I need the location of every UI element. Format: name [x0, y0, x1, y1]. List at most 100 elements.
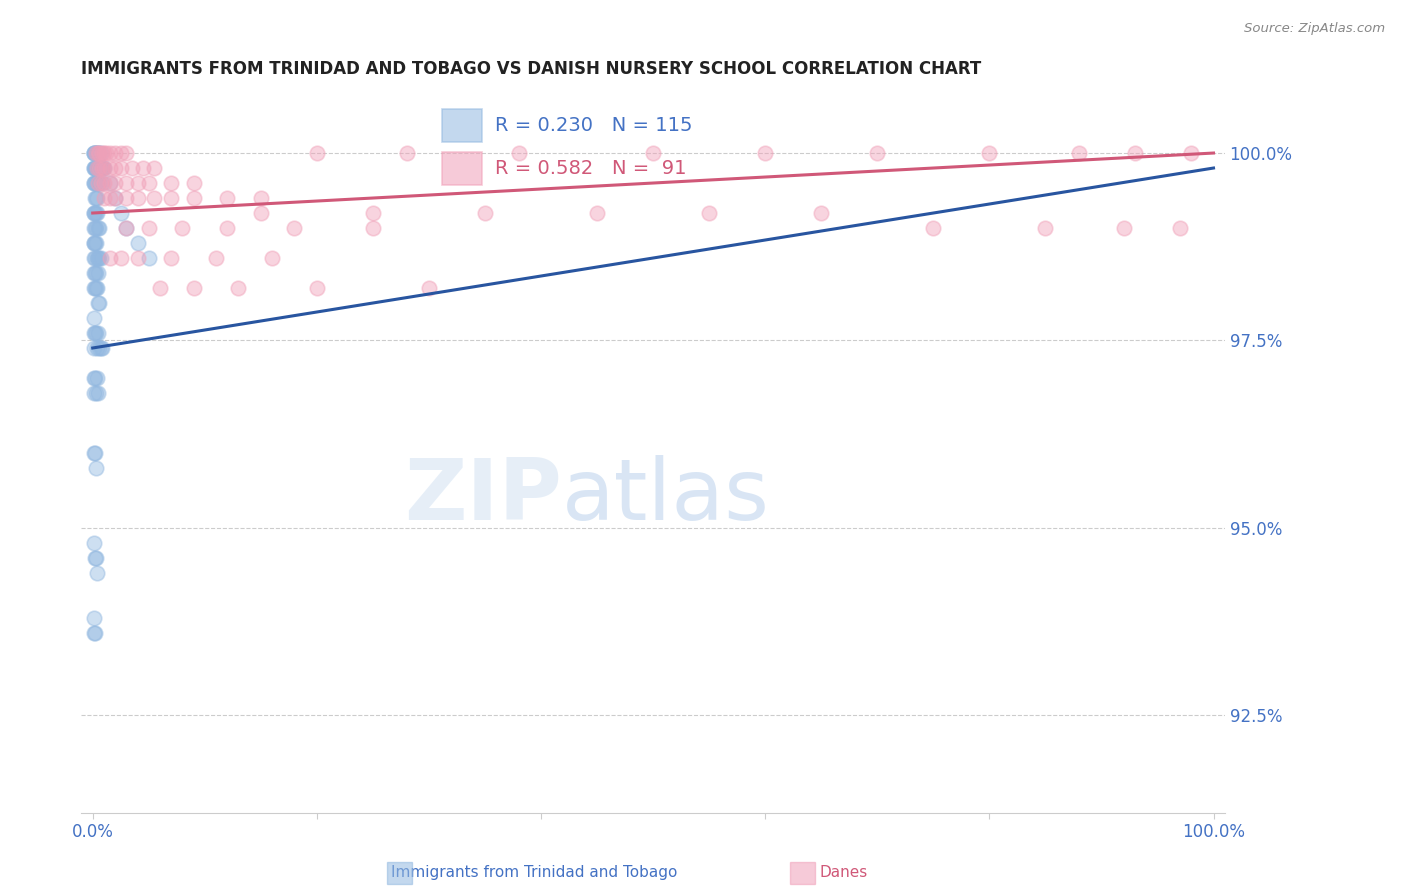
Point — [89, 176, 111, 190]
Point — [84, 191, 107, 205]
Text: ZIP: ZIP — [404, 455, 561, 538]
Point — [83, 326, 105, 340]
Point — [217, 191, 239, 205]
Point — [83, 446, 105, 460]
Point — [98, 146, 121, 161]
Point — [86, 161, 108, 175]
Point — [87, 221, 110, 235]
Point — [89, 221, 111, 235]
Point — [87, 266, 110, 280]
Point — [83, 251, 105, 265]
Point — [86, 371, 108, 385]
Text: Immigrants from Trinidad and Tobago: Immigrants from Trinidad and Tobago — [391, 865, 678, 880]
Point — [250, 191, 273, 205]
Point — [87, 161, 110, 175]
Point — [1067, 146, 1090, 161]
Point — [83, 281, 105, 295]
Point — [149, 281, 172, 295]
Point — [98, 251, 121, 265]
Point — [697, 206, 720, 220]
Point — [115, 221, 138, 235]
Point — [1112, 221, 1135, 235]
Point — [866, 146, 889, 161]
Point — [250, 206, 273, 220]
Point — [1180, 146, 1202, 161]
Point — [305, 146, 328, 161]
Point — [93, 146, 115, 161]
Point — [84, 266, 107, 280]
Point — [283, 221, 305, 235]
Point — [84, 371, 107, 385]
Point — [84, 446, 107, 460]
Point — [115, 146, 138, 161]
Point — [586, 206, 609, 220]
Point — [84, 206, 107, 220]
Point — [83, 146, 105, 161]
Point — [84, 461, 107, 475]
Point — [83, 611, 105, 625]
Point — [90, 251, 112, 265]
Point — [87, 176, 110, 190]
Text: R = 0.230   N = 115: R = 0.230 N = 115 — [495, 116, 693, 135]
Point — [86, 281, 108, 295]
Point — [86, 341, 108, 355]
Point — [83, 176, 105, 190]
Point — [1123, 146, 1146, 161]
Point — [86, 146, 108, 161]
Point — [110, 251, 132, 265]
Point — [84, 161, 107, 175]
Point — [84, 551, 107, 566]
Point — [138, 221, 160, 235]
Point — [84, 326, 107, 340]
Point — [83, 176, 105, 190]
Point — [90, 176, 112, 190]
Point — [205, 251, 228, 265]
Point — [93, 176, 115, 190]
Point — [84, 221, 107, 235]
Point — [86, 251, 108, 265]
Point — [86, 206, 108, 220]
Point — [98, 191, 121, 205]
Point — [87, 146, 110, 161]
Text: IMMIGRANTS FROM TRINIDAD AND TOBAGO VS DANISH NURSERY SCHOOL CORRELATION CHART: IMMIGRANTS FROM TRINIDAD AND TOBAGO VS D… — [82, 60, 981, 78]
Point — [104, 146, 127, 161]
Point — [228, 281, 250, 295]
Point — [217, 221, 239, 235]
Point — [83, 386, 105, 401]
Point — [84, 235, 107, 250]
Point — [754, 146, 776, 161]
Point — [104, 161, 127, 175]
Point — [160, 251, 183, 265]
Point — [474, 206, 496, 220]
Point — [90, 341, 112, 355]
Point — [160, 191, 183, 205]
Point — [508, 146, 530, 161]
Point — [94, 146, 117, 161]
Point — [138, 251, 160, 265]
Point — [87, 176, 110, 190]
Point — [86, 566, 108, 580]
Point — [305, 281, 328, 295]
Point — [110, 206, 132, 220]
Point — [83, 235, 105, 250]
Point — [83, 161, 105, 175]
Point — [83, 206, 105, 220]
Point — [1035, 221, 1057, 235]
Text: R = 0.582   N =  91: R = 0.582 N = 91 — [495, 159, 688, 178]
Point — [127, 235, 149, 250]
Point — [87, 251, 110, 265]
Point — [84, 386, 107, 401]
Point — [90, 161, 112, 175]
Point — [260, 251, 283, 265]
Point — [115, 221, 138, 235]
Point — [83, 235, 105, 250]
Point — [183, 281, 205, 295]
Point — [98, 161, 121, 175]
Point — [83, 221, 105, 235]
Point — [83, 161, 105, 175]
Point — [84, 626, 107, 640]
Point — [84, 206, 107, 220]
Text: Source: ZipAtlas.com: Source: ZipAtlas.com — [1244, 22, 1385, 36]
Point — [104, 176, 127, 190]
Point — [110, 146, 132, 161]
